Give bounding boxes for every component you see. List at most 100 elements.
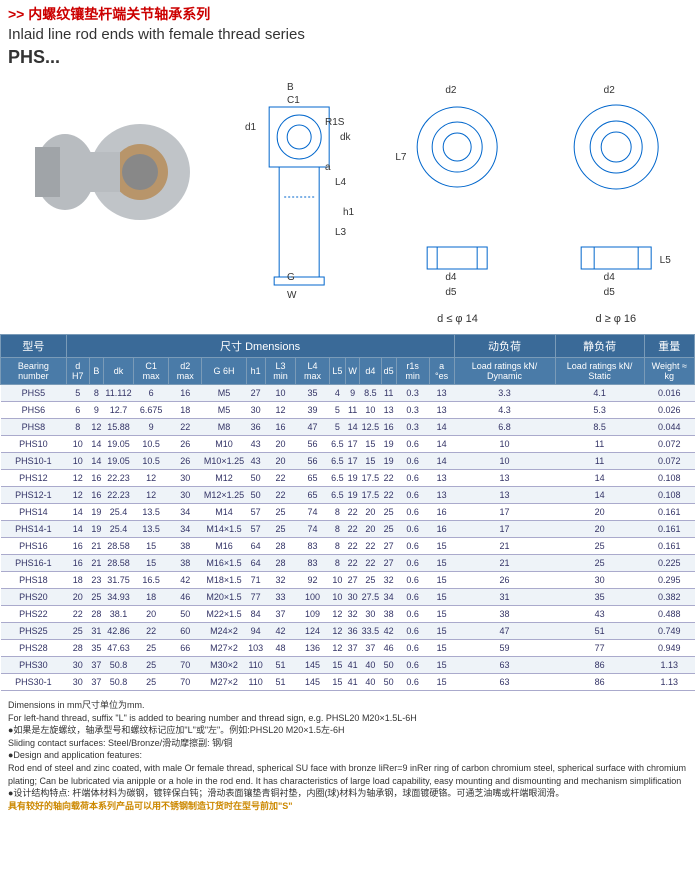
spec-table: 型号 尺寸 Dmensions 动负荷 静负荷 重量 Bearing numbe… (0, 334, 695, 691)
table-cell: PHS12-1 (1, 487, 67, 504)
tech-drawing-side-1: d2 L7 d4 d5 d ≤ φ 14 (383, 77, 531, 307)
table-cell: 41 (346, 657, 360, 674)
table-cell: M12 (202, 470, 246, 487)
table-cell: 64 (246, 555, 265, 572)
table-cell: 27 (346, 572, 360, 589)
table-cell: 19 (346, 487, 360, 504)
table-cell: 3.3 (454, 385, 555, 402)
table-cell: 15.88 (103, 419, 133, 436)
table-cell: 21 (89, 538, 103, 555)
table-cell: 12 (89, 419, 103, 436)
note-design-header: ●Design and application features: (8, 749, 687, 762)
table-cell: 16.5 (134, 572, 169, 589)
english-title: Inlaid line rod ends with female thread … (8, 26, 687, 43)
table-cell: 50.8 (103, 657, 133, 674)
table-cell: 94 (246, 623, 265, 640)
table-cell: 12 (329, 623, 346, 640)
table-cell: 8 (329, 538, 346, 555)
table-row: PHS14-1141925.413.534M14×1.5572574822202… (1, 521, 695, 538)
note-design-body: Rod end of steel and zinc coated, with m… (8, 762, 687, 787)
table-cell: 27 (381, 538, 396, 555)
table-cell: 22 (265, 487, 296, 504)
table-cell: 10 (454, 436, 555, 453)
table-cell: 65 (296, 487, 329, 504)
table-cell: 0.6 (396, 521, 429, 538)
table-cell: 12.7 (103, 402, 133, 419)
table-row: PHS20202534.931846M20×1.57733100103027.5… (1, 589, 695, 606)
table-cell: PHS25 (1, 623, 67, 640)
col-header: h1 (246, 358, 265, 385)
table-cell: 50 (169, 606, 202, 623)
table-cell: 22 (169, 419, 202, 436)
table-cell: 37 (89, 657, 103, 674)
table-cell: 110 (246, 674, 265, 691)
table-cell: M24×2 (202, 623, 246, 640)
table-cell: 38 (454, 606, 555, 623)
table-cell: 14 (429, 453, 454, 470)
table-cell: 13 (429, 402, 454, 419)
table-cell: 38.1 (103, 606, 133, 623)
col-header: d5 (381, 358, 396, 385)
table-cell: 10.5 (134, 436, 169, 453)
table-cell: 32 (346, 606, 360, 623)
table-cell: 37 (360, 640, 382, 657)
table-cell: 59 (454, 640, 555, 657)
table-cell: PHS10 (1, 436, 67, 453)
table-cell: 0.161 (644, 504, 694, 521)
col-header: W (346, 358, 360, 385)
table-cell: 19 (381, 453, 396, 470)
table-cell: 18 (134, 589, 169, 606)
product-photo (10, 92, 210, 252)
table-cell: 0.161 (644, 538, 694, 555)
table-cell: 25.4 (103, 504, 133, 521)
table-cell: 11 (555, 453, 644, 470)
table-cell: M16×1.5 (202, 555, 246, 572)
table-cell: 23 (89, 572, 103, 589)
table-cell: 42 (265, 623, 296, 640)
table-cell: 25 (89, 589, 103, 606)
table-cell: 38 (169, 538, 202, 555)
table-cell: 43 (246, 436, 265, 453)
table-cell: 36 (246, 419, 265, 436)
table-row: PHS14141925.413.534M1457257482220250.616… (1, 504, 695, 521)
table-cell: 65 (296, 470, 329, 487)
note-highlight: 具有较好的轴向载荷本系列产品可以用不锈钢制造订货时在型号前加"S" (8, 800, 687, 813)
col-group-weight: 重量 (644, 335, 694, 358)
table-row: PHS30-1303750.82570M27×21105114515414050… (1, 674, 695, 691)
table-cell: 10 (66, 436, 89, 453)
note-left-thread: For left-hand thread, suffix "L" is adde… (8, 712, 687, 725)
table-cell: 34 (169, 521, 202, 538)
table-cell: PHS14 (1, 504, 67, 521)
table-cell: 15 (429, 606, 454, 623)
table-cell: 38 (169, 555, 202, 572)
table-cell: 77 (246, 589, 265, 606)
table-cell: 30 (66, 674, 89, 691)
table-cell: 31.75 (103, 572, 133, 589)
table-cell: 6.8 (454, 419, 555, 436)
table-cell: 0.6 (396, 606, 429, 623)
table-cell: 6.675 (134, 402, 169, 419)
table-cell: 43 (555, 606, 644, 623)
table-cell: 57 (246, 504, 265, 521)
table-cell: 10.5 (134, 453, 169, 470)
table-cell: 28 (66, 640, 89, 657)
table-row: PHS55811.112616M5271035498.5110.3133.34.… (1, 385, 695, 402)
table-cell: 34 (381, 589, 396, 606)
table-cell: 25.4 (103, 521, 133, 538)
col-header: Bearing number (1, 358, 67, 385)
table-cell: 22 (381, 470, 396, 487)
table-cell: 57 (246, 521, 265, 538)
table-cell: 13 (429, 487, 454, 504)
table-cell: 19 (89, 521, 103, 538)
table-cell: 47 (296, 419, 329, 436)
table-row: PHS66912.76.67518M530123951110130.3134.3… (1, 402, 695, 419)
table-cell: M10 (202, 436, 246, 453)
table-cell: 35 (89, 640, 103, 657)
table-cell: 30 (169, 470, 202, 487)
table-cell: 0.225 (644, 555, 694, 572)
table-cell: 0.6 (396, 487, 429, 504)
table-cell: 25 (66, 623, 89, 640)
table-row: PHS25253142.862260M24×29442124123633.542… (1, 623, 695, 640)
table-cell: 28 (265, 555, 296, 572)
table-cell: 4 (329, 385, 346, 402)
